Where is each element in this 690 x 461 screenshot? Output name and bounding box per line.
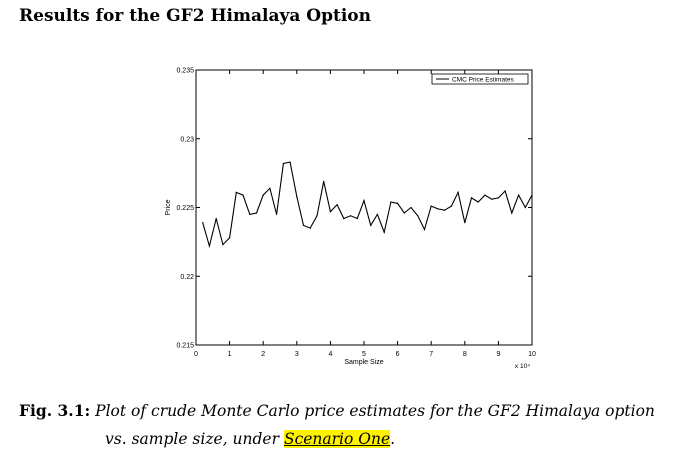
data-point <box>269 187 271 189</box>
caption-text-line1: Plot of crude Monte Carlo price estimate… <box>95 402 655 420</box>
data-point <box>222 244 224 246</box>
data-point <box>477 201 479 203</box>
x-tick-label: 8 <box>463 351 467 358</box>
data-point <box>282 162 284 165</box>
series-line-cmc <box>202 161 533 249</box>
y-tick-label: 0.215 <box>176 343 194 350</box>
x-multiplier-label: x 10⁴ <box>515 363 530 370</box>
data-point <box>208 245 211 247</box>
data-point <box>517 194 520 196</box>
caption-suffix: . <box>390 430 396 448</box>
data-point <box>423 228 426 231</box>
figure-caption: Fig. 3.1: Plot of crude Monte Carlo pric… <box>19 397 689 453</box>
data-point <box>524 206 526 209</box>
data-point <box>323 180 325 182</box>
data-point <box>302 224 305 226</box>
y-tick-label: 0.225 <box>176 205 194 212</box>
data-point <box>343 217 345 220</box>
x-tick-label: 7 <box>429 351 433 358</box>
x-tick-label: 4 <box>328 351 332 358</box>
data-point <box>242 194 244 196</box>
y-tick-label: 0.23 <box>180 136 194 143</box>
data-point <box>504 190 506 192</box>
data-point <box>309 227 311 229</box>
data-point <box>370 224 372 226</box>
caption-label: Fig. 3.1: <box>19 401 91 420</box>
highlighted-scenario: Scenario One <box>283 430 391 448</box>
x-tick-label: 9 <box>496 351 500 358</box>
x-tick-label: 5 <box>362 351 366 358</box>
data-point <box>484 194 486 196</box>
y-tick-label: 0.22 <box>180 274 194 281</box>
data-point <box>417 215 419 217</box>
data-point <box>289 161 291 163</box>
data-point <box>450 205 452 207</box>
data-point <box>262 194 264 196</box>
data-point <box>531 194 533 196</box>
data-point <box>383 231 385 233</box>
data-point <box>403 212 405 214</box>
data-point <box>376 213 379 215</box>
data-point <box>470 197 473 199</box>
data-point <box>229 237 231 239</box>
data-point <box>249 213 251 215</box>
data-point <box>397 202 399 204</box>
data-point <box>444 209 446 211</box>
x-tick-label: 2 <box>261 351 265 358</box>
data-point <box>296 195 298 198</box>
page-heading: Results for the GF2 Himalaya Option <box>19 6 371 26</box>
data-point <box>430 205 432 207</box>
data-point <box>202 222 204 224</box>
data-point <box>316 215 318 217</box>
data-point <box>457 191 459 193</box>
x-tick-label: 6 <box>396 351 400 358</box>
x-axis-label: Sample Size <box>344 359 383 366</box>
plot-frame <box>195 69 533 346</box>
data-point <box>464 222 466 224</box>
data-point <box>215 217 217 220</box>
x-tick-label: 1 <box>228 351 232 358</box>
data-point <box>349 215 352 217</box>
data-point <box>491 198 493 200</box>
caption-line2: vs. sample size, under Scenario One. <box>19 425 689 453</box>
data-point <box>276 213 278 215</box>
y-tick-label: 0.235 <box>176 68 194 75</box>
data-point <box>410 206 412 209</box>
y-axis-label: Price <box>165 199 172 215</box>
data-point <box>336 204 338 206</box>
caption-text-line2: vs. sample size, under <box>105 430 280 448</box>
data-point <box>363 200 365 202</box>
data-point <box>329 211 331 213</box>
x-tick-label: 3 <box>295 351 299 358</box>
data-point <box>255 212 258 214</box>
data-point <box>497 197 499 199</box>
legend-label: CMC Price Estimates <box>452 77 515 84</box>
legend-box <box>431 73 529 85</box>
data-point <box>437 208 439 210</box>
data-point <box>356 217 358 220</box>
data-point <box>511 212 513 214</box>
price-chart: 0 1 2 3 4 5 6 7 8 9 10 0.215 0.22 0.225 0.23 0.235 Sampl… <box>165 68 536 371</box>
x-tick-label: 0 <box>194 351 198 358</box>
data-point <box>390 201 392 203</box>
x-tick-label: 10 <box>528 351 536 358</box>
data-point <box>235 191 237 193</box>
